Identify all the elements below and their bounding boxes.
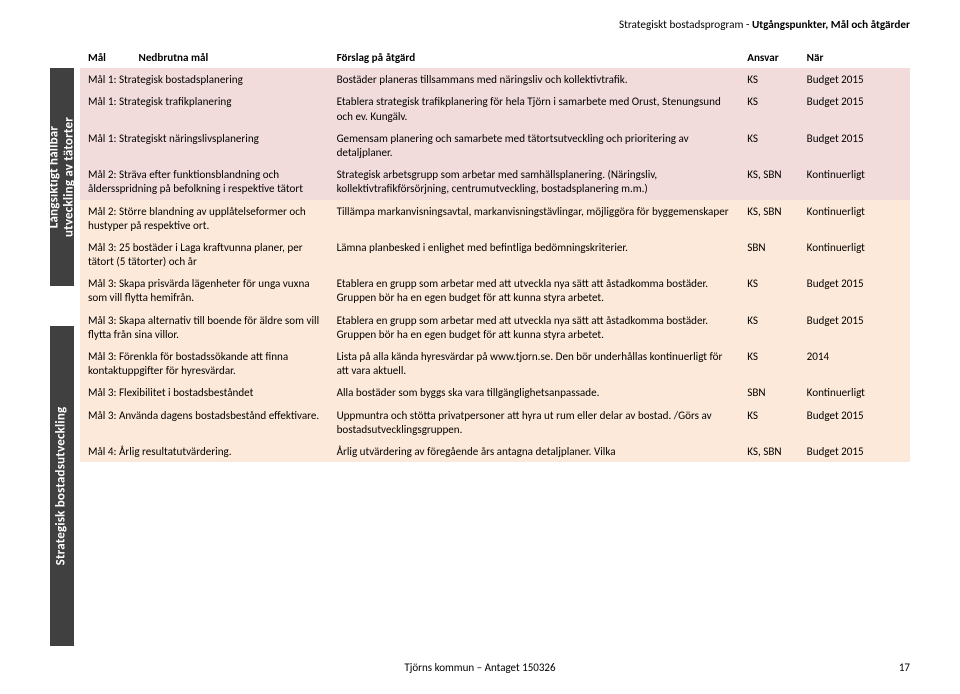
col-mal-label: Mål [88,50,136,64]
cell-nar: Budget 2015 [799,272,910,308]
cell-nedbrutna: Mål 4: Årlig resultatutvärdering. [80,440,329,462]
table-row: Mål 3: Förenkla för bostadssökande att f… [80,345,910,381]
cell-nar: 2014 [799,345,910,381]
cell-forslag: Etablera en grupp som arbetar med att ut… [329,272,740,308]
cell-forslag: Gemensam planering och samarbete med tät… [329,127,740,163]
cell-nedbrutna: Mål 3: Flexibilitet i bostadsbeståndet [80,381,329,403]
cell-nar: Kontinuerligt [799,236,910,272]
vertical-block-bottom: Strategisk bostadsutveckling [50,326,74,646]
cell-forslag: Etablera en grupp som arbetar med att ut… [329,309,740,345]
cell-ansvar: KS [739,68,798,90]
cell-forslag: Strategisk arbetsgrupp som arbetar med s… [329,163,740,199]
cell-ansvar: KS [739,404,798,440]
cell-ansvar: KS, SBN [739,163,798,199]
cell-nar: Kontinuerligt [799,200,910,236]
table-row: Mål 3: Flexibilitet i bostadsbeståndetAl… [80,381,910,403]
table-row: Mål 1: Strategisk trafikplaneringEtabler… [80,90,910,126]
table-row: Mål 1: Strategisk bostadsplaneringBostäd… [80,68,910,90]
page: Strategiskt bostadsprogram - Utgångspunk… [0,0,960,694]
cell-nedbrutna: Mål 2: Sträva efter funktionsblandning o… [80,163,329,199]
cell-forslag: Årlig utvärdering av föregående års anta… [329,440,740,462]
page-number: 17 [899,661,910,674]
cell-nar: Kontinuerligt [799,163,910,199]
table-row: Mål 3: 25 bostäder i Laga kraftvunna pla… [80,236,910,272]
cell-forslag: Lista på alla kända hyresvärdar på www.t… [329,345,740,381]
table-body: Mål 1: Strategisk bostadsplaneringBostäd… [80,68,910,462]
col-ansvar: Ansvar [739,46,798,68]
cell-forslag: Lämna planbesked i enlighet med befintli… [329,236,740,272]
table-row: Mål 3: Använda dagens bostadsbestånd eff… [80,404,910,440]
header-bold: Utgångspunkter, Mål och åtgärder [752,18,910,32]
cell-ansvar: SBN [739,381,798,403]
cell-ansvar: KS, SBN [739,200,798,236]
table-row: Mål 4: Årlig resultatutvärdering.Årlig u… [80,440,910,462]
cell-nedbrutna: Mål 3: Skapa alternativ till boende för … [80,309,329,345]
cell-forslag: Alla bostäder som byggs ska vara tillgän… [329,381,740,403]
cell-nar: Budget 2015 [799,68,910,90]
cell-ansvar: KS, SBN [739,440,798,462]
cell-nar: Budget 2015 [799,309,910,345]
table-row: Mål 1: Strategiskt näringslivsplaneringG… [80,127,910,163]
cell-ansvar: KS [739,127,798,163]
cell-nedbrutna: Mål 2: Större blandning av upplåtelsefor… [80,200,329,236]
cell-forslag: Etablera strategisk trafikplanering för … [329,90,740,126]
cell-nar: Budget 2015 [799,127,910,163]
cell-ansvar: SBN [739,236,798,272]
cell-forslag: Uppmuntra och stötta privatpersoner att … [329,404,740,440]
table-row: Mål 2: Sträva efter funktionsblandning o… [80,163,910,199]
cell-ansvar: KS [739,309,798,345]
cell-ansvar: KS [739,345,798,381]
cell-forslag: Bostäder planeras tillsammans med näring… [329,68,740,90]
cell-nar: Budget 2015 [799,440,910,462]
vertical-label-top: Långsiktigt hållbar utveckling av tätort… [47,117,76,237]
cell-nar: Budget 2015 [799,404,910,440]
vertical-label-column: Långsiktigt hållbar utveckling av tätort… [50,46,80,462]
vertical-block-top: Långsiktigt hållbar utveckling av tätort… [50,68,74,286]
cell-nedbrutna: Mål 3: Använda dagens bostadsbestånd eff… [80,404,329,440]
col-nedbrutna: Mål Nedbrutna mål [80,46,329,68]
cell-nedbrutna: Mål 1: Strategisk trafikplanering [80,90,329,126]
col-nedbrutna-label: Nedbrutna mål [139,50,209,64]
cell-forslag: Tillämpa markanvisningsavtal, markanvisn… [329,200,740,236]
footer-text: Tjörns kommun – Antaget 150326 [0,661,960,674]
cell-nedbrutna: Mål 1: Strategisk bostadsplanering [80,68,329,90]
cell-nedbrutna: Mål 1: Strategiskt näringslivsplanering [80,127,329,163]
cell-nedbrutna: Mål 3: Skapa prisvärda lägenheter för un… [80,272,329,308]
cell-nar: Kontinuerligt [799,381,910,403]
table-row: Mål 3: Skapa prisvärda lägenheter för un… [80,272,910,308]
cell-ansvar: KS [739,272,798,308]
page-header: Strategiskt bostadsprogram - Utgångspunk… [50,18,910,32]
cell-nar: Budget 2015 [799,90,910,126]
content-area: Långsiktigt hållbar utveckling av tätort… [50,46,910,462]
vlabel-bottom: Strategisk bostadsutveckling [54,407,69,566]
col-forslag: Förslag på åtgärd [329,46,740,68]
vertical-label-bottom: Strategisk bostadsutveckling [55,407,70,566]
col-nar: När [799,46,910,68]
header-prefix: Strategiskt bostadsprogram - [619,18,752,32]
vlabel-top-line2: utveckling av tätorter [62,117,77,237]
cell-nedbrutna: Mål 3: Förenkla för bostadssökande att f… [80,345,329,381]
table-row: Mål 2: Större blandning av upplåtelsefor… [80,200,910,236]
cell-nedbrutna: Mål 3: 25 bostäder i Laga kraftvunna pla… [80,236,329,272]
goals-table: Mål Nedbrutna mål Förslag på åtgärd Ansv… [80,46,910,462]
vlabel-top-line1: Långsiktigt hållbar [46,126,61,228]
table-header-row: Mål Nedbrutna mål Förslag på åtgärd Ansv… [80,46,910,68]
table-row: Mål 3: Skapa alternativ till boende för … [80,309,910,345]
cell-ansvar: KS [739,90,798,126]
